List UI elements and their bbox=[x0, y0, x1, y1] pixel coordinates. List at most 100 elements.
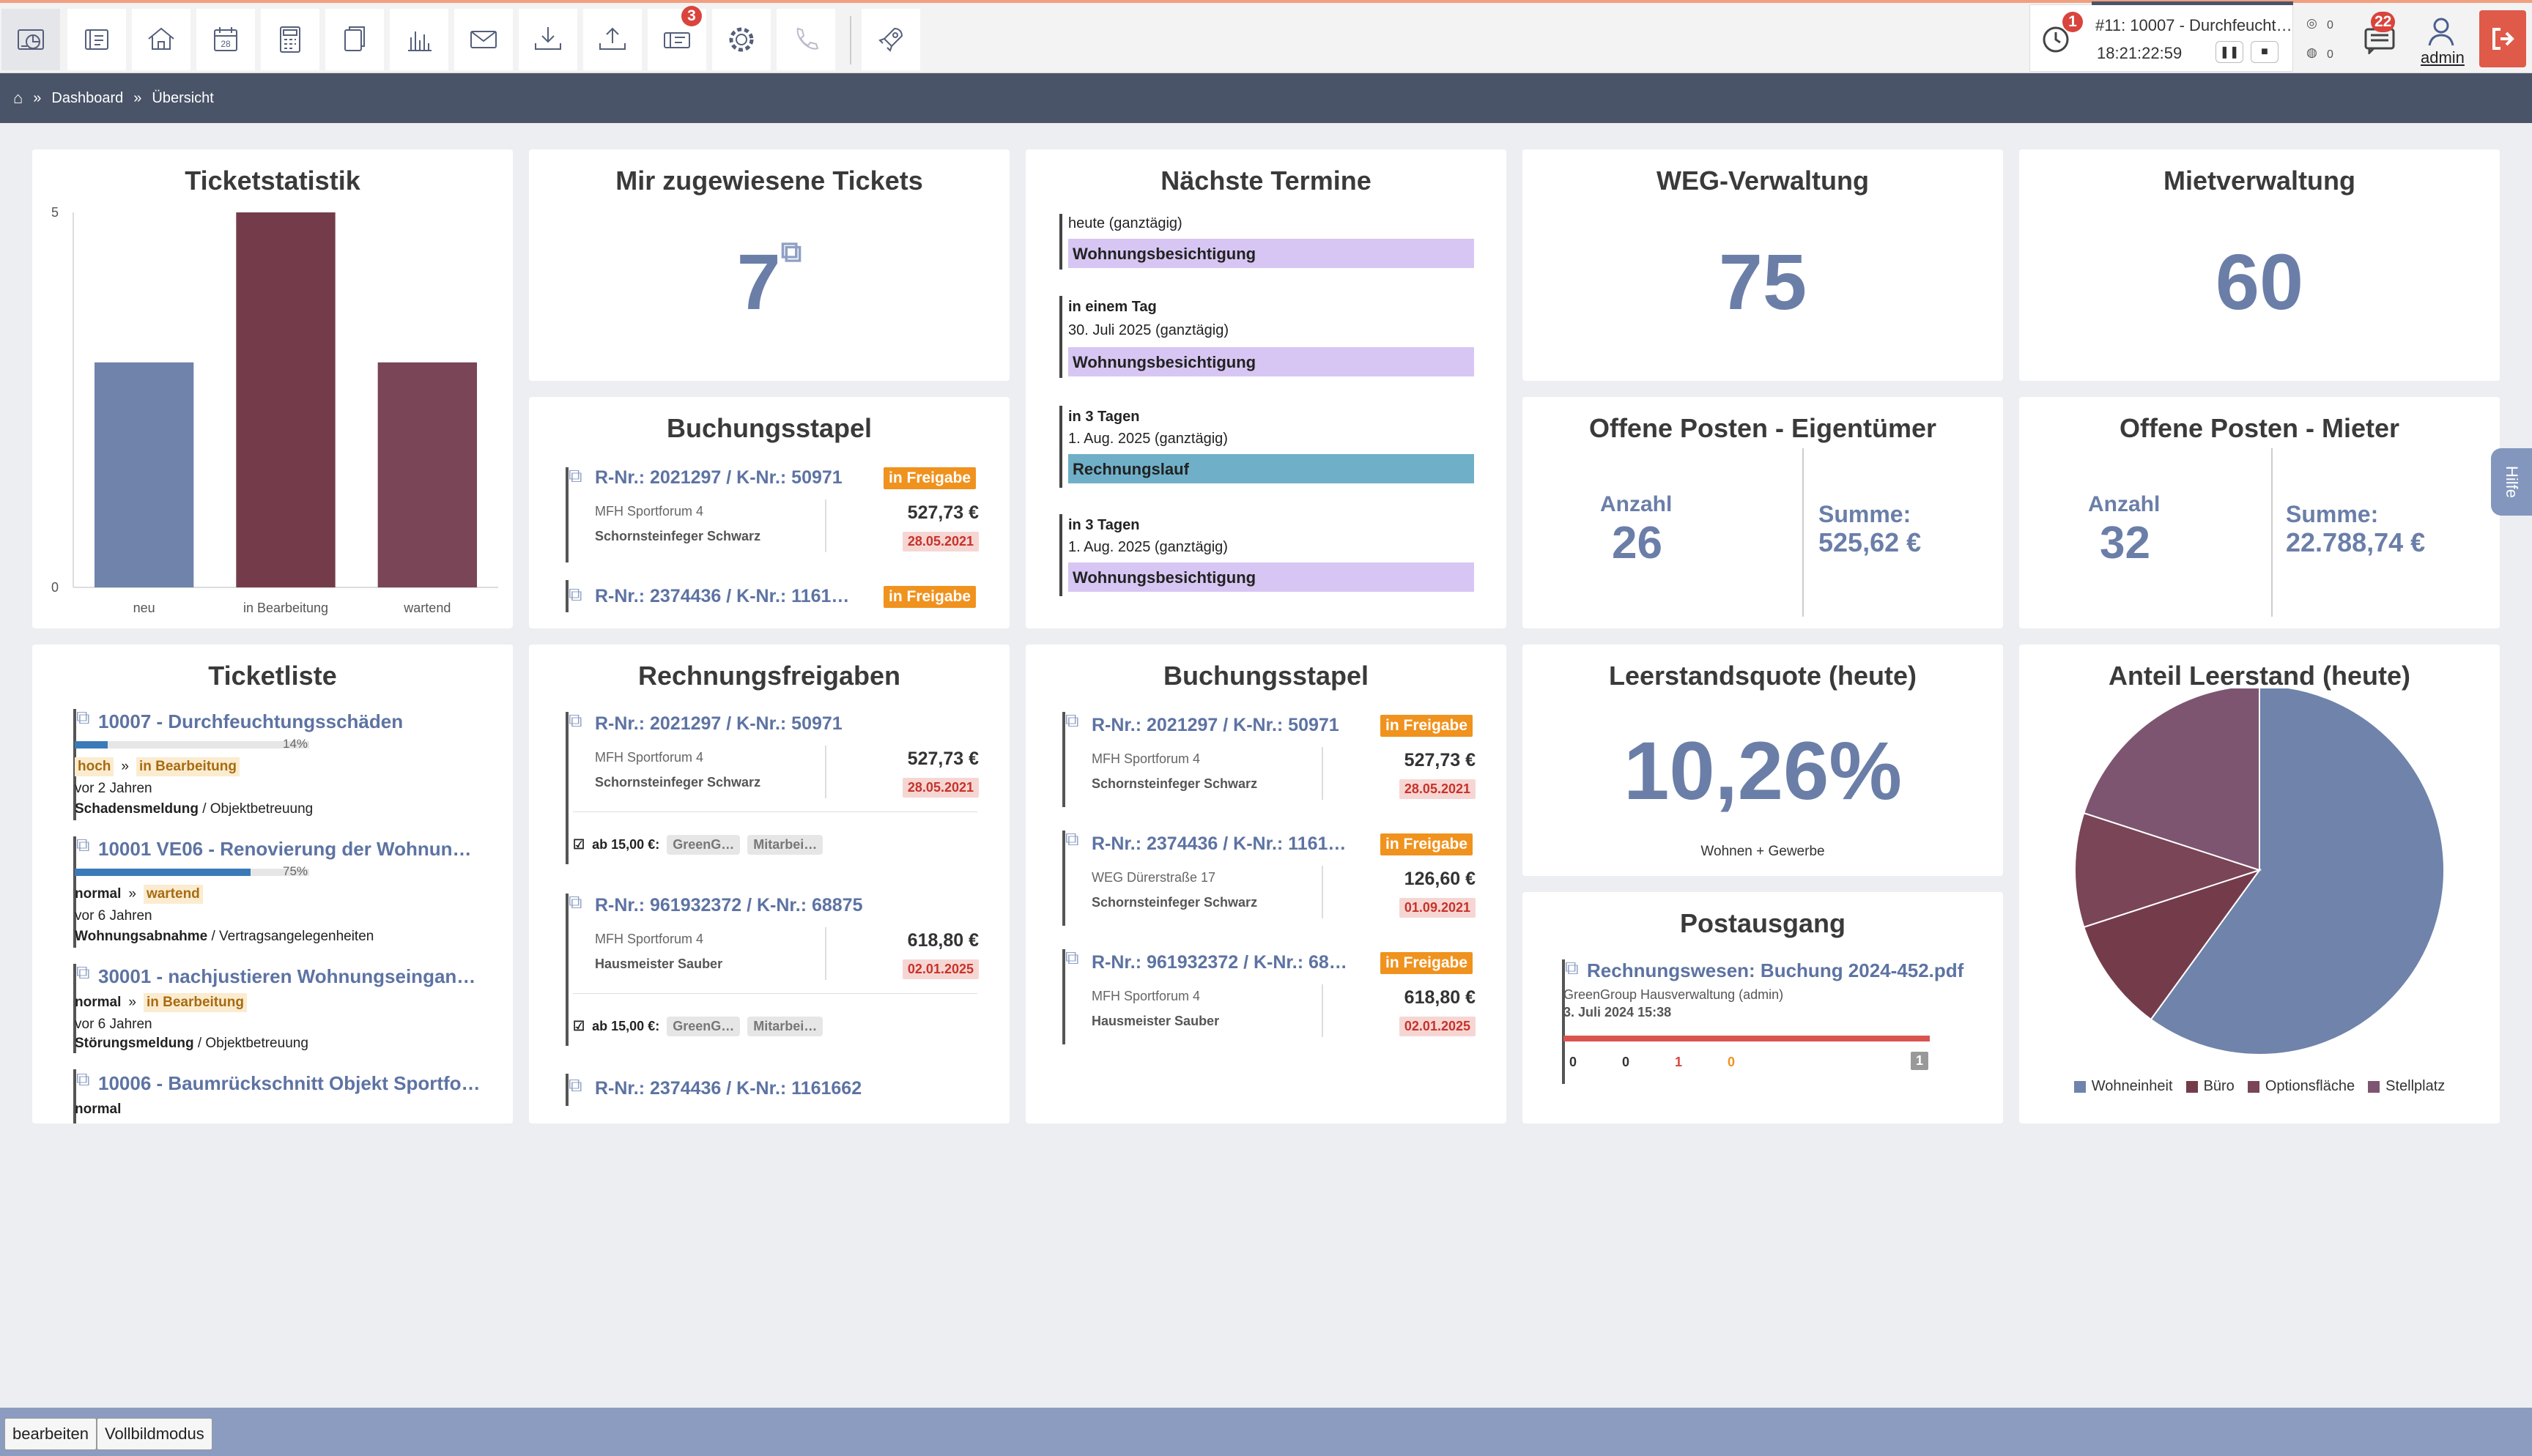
vacancy-rate[interactable]: 10,26% bbox=[1624, 725, 1902, 817]
ticket-title[interactable]: 10006 - Baumrückschnitt Objekt Sportfo… bbox=[98, 1072, 481, 1094]
approver-chip[interactable]: Mitarbei… bbox=[747, 1017, 823, 1036]
external-link-icon[interactable]: ⧉ bbox=[1065, 946, 1079, 968]
invoice-ref[interactable]: R-Nr.: 2374436 / K-Nr.: 1161… bbox=[595, 586, 850, 606]
tickets-button[interactable]: 3 bbox=[648, 6, 706, 70]
documents-button[interactable] bbox=[325, 9, 384, 70]
ticket-title[interactable]: 10007 - Durchfeuchtungsschäden bbox=[98, 710, 404, 732]
logout-button[interactable] bbox=[2479, 10, 2526, 67]
subcategory: / Vertragsangelegenheiten bbox=[211, 929, 374, 944]
external-link-icon[interactable]: ⧉ bbox=[569, 709, 582, 731]
external-link-icon[interactable]: ⧉ bbox=[76, 706, 90, 728]
external-link-icon[interactable]: ⧉ bbox=[76, 1068, 90, 1090]
clock-icon[interactable] bbox=[2041, 25, 2070, 54]
appointment-label[interactable]: Wohnungsbesichtigung bbox=[1068, 239, 1474, 268]
external-link-icon[interactable]: ⧉ bbox=[569, 1074, 582, 1096]
property-name: MFH Sportforum 4 bbox=[595, 750, 704, 765]
legend-item[interactable]: Stellplatz bbox=[2368, 1078, 2445, 1095]
external-link-icon[interactable]: ⧉ bbox=[780, 236, 802, 268]
phone-button[interactable] bbox=[777, 9, 835, 70]
approver-chip[interactable]: GreenG… bbox=[667, 1017, 741, 1036]
appointment-label[interactable]: Rechnungslauf bbox=[1068, 454, 1474, 483]
home-icon[interactable]: ⌂ bbox=[13, 89, 23, 107]
timer-ticket-title[interactable]: #11: 10007 - Durchfeucht… bbox=[2095, 16, 2292, 34]
pie-slice[interactable] bbox=[2074, 811, 2262, 929]
open-items-sum[interactable]: 22.788,74 € bbox=[2286, 527, 2426, 557]
invoice-ref[interactable]: R-Nr.: 2021297 / K-Nr.: 50971 bbox=[595, 467, 843, 488]
invoice-amount: 527,73 € bbox=[907, 749, 979, 769]
user-name-link[interactable]: admin bbox=[2421, 48, 2465, 67]
appointment-label[interactable]: Wohnungsbesichtigung bbox=[1068, 347, 1474, 376]
card-title: Buchungsstapel bbox=[1163, 661, 1369, 691]
appointment-when: 30. Juli 2025 (ganztägig) bbox=[1068, 322, 1229, 338]
calendar-button[interactable]: 28 bbox=[196, 9, 255, 70]
document-title[interactable]: Rechnungswesen: Buchung 2024-452.pdf bbox=[1587, 959, 1964, 981]
address-book-button[interactable] bbox=[67, 9, 126, 70]
weg-count[interactable]: 75 bbox=[1718, 237, 1807, 326]
approver-chip[interactable]: GreenG… bbox=[667, 835, 741, 855]
visitor-icon[interactable]: ◎ bbox=[2306, 16, 2317, 30]
pie-slice[interactable] bbox=[2083, 869, 2262, 1021]
external-link-icon[interactable]: ⧉ bbox=[569, 583, 582, 605]
download-button[interactable] bbox=[519, 9, 577, 70]
edit-button[interactable]: bearbeiten bbox=[4, 1418, 97, 1450]
external-link-icon[interactable]: ⧉ bbox=[569, 891, 582, 913]
user-group-icon[interactable]: ◍ bbox=[2306, 45, 2317, 59]
ticket-progress bbox=[75, 869, 309, 876]
open-items-count[interactable]: 26 bbox=[1612, 518, 1662, 568]
external-link-icon[interactable]: ⧉ bbox=[569, 464, 582, 486]
invoice-date: 28.05.2021 bbox=[902, 778, 979, 798]
help-tab[interactable]: Hilfe bbox=[2491, 448, 2532, 516]
assigned-tickets-count[interactable]: 7⧉ bbox=[529, 236, 1010, 327]
mail-button[interactable] bbox=[454, 9, 513, 70]
divider bbox=[1322, 984, 1323, 1037]
invoice-ref[interactable]: R-Nr.: 2374436 / K-Nr.: 1161… bbox=[1092, 833, 1347, 854]
reports-button[interactable] bbox=[390, 9, 448, 70]
ticket-title[interactable]: 30001 - nachjustieren Wohnungseingan… bbox=[98, 965, 476, 987]
settings-button[interactable] bbox=[712, 9, 771, 70]
pause-button[interactable]: ❚❚ bbox=[2216, 41, 2243, 63]
ticket-progress bbox=[75, 741, 309, 749]
external-link-icon[interactable]: ⧉ bbox=[76, 961, 90, 983]
external-link-icon[interactable]: ⧉ bbox=[1065, 709, 1079, 731]
rocket-button[interactable] bbox=[862, 9, 920, 70]
appointment-label[interactable]: Wohnungsbesichtigung bbox=[1068, 562, 1474, 592]
count-total: 1 bbox=[1911, 1052, 1929, 1070]
legend-label: Stellplatz bbox=[2385, 1078, 2446, 1094]
legend-item[interactable]: Optionsfläche bbox=[2247, 1078, 2355, 1095]
open-items-sum[interactable]: 525,62 € bbox=[1818, 527, 1922, 557]
upload-button[interactable] bbox=[583, 9, 642, 70]
x-tick-label: wartend bbox=[403, 601, 451, 615]
open-items-count[interactable]: 32 bbox=[2100, 518, 2150, 568]
entry-line bbox=[1062, 949, 1065, 1044]
legend-item[interactable]: Wohneinheit bbox=[2073, 1078, 2173, 1095]
external-link-icon[interactable]: ⧉ bbox=[76, 833, 90, 855]
approver-chip[interactable]: Mitarbei… bbox=[747, 835, 823, 855]
fullscreen-button[interactable]: Vollbildmodus bbox=[97, 1418, 212, 1450]
appointment-line bbox=[1059, 214, 1062, 270]
breadcrumb-dashboard[interactable]: Dashboard bbox=[51, 89, 124, 106]
invoice-ref[interactable]: R-Nr.: 2374436 / K-Nr.: 1161662 bbox=[595, 1078, 862, 1099]
pie-slice[interactable] bbox=[2150, 688, 2445, 1055]
external-link-icon[interactable]: ⧉ bbox=[1065, 828, 1079, 850]
ticket-age: vor 6 Jahren bbox=[75, 1017, 152, 1032]
pie-slice[interactable] bbox=[2083, 688, 2260, 872]
invoice-ref[interactable]: R-Nr.: 2021297 / K-Nr.: 50971 bbox=[1092, 715, 1339, 735]
invoice-ref[interactable]: R-Nr.: 2021297 / K-Nr.: 50971 bbox=[595, 713, 843, 734]
legend-item[interactable]: Büro bbox=[2185, 1078, 2235, 1095]
property-button[interactable] bbox=[132, 9, 190, 70]
mietverwaltung-card: Mietverwaltung 60 bbox=[2019, 149, 2500, 381]
miet-count[interactable]: 60 bbox=[2215, 237, 2304, 326]
bar[interactable] bbox=[377, 362, 477, 587]
bar[interactable] bbox=[95, 362, 194, 587]
ticket-title[interactable]: 10001 VE06 - Renovierung der Wohnun… bbox=[98, 838, 472, 860]
bar[interactable] bbox=[236, 212, 336, 587]
property-name: WEG Dürerstraße 17 bbox=[1092, 870, 1216, 885]
invoice-ref[interactable]: R-Nr.: 961932372 / K-Nr.: 68… bbox=[1092, 952, 1347, 973]
external-link-icon[interactable]: ⧉ bbox=[1565, 957, 1579, 978]
priority-label: normal bbox=[75, 886, 122, 902]
stop-button[interactable]: ■ bbox=[2251, 41, 2279, 63]
accounting-button[interactable] bbox=[261, 9, 319, 70]
user-icon[interactable] bbox=[2426, 16, 2456, 47]
invoice-ref[interactable]: R-Nr.: 961932372 / K-Nr.: 68875 bbox=[595, 895, 863, 915]
dashboard-button[interactable] bbox=[1, 9, 60, 70]
